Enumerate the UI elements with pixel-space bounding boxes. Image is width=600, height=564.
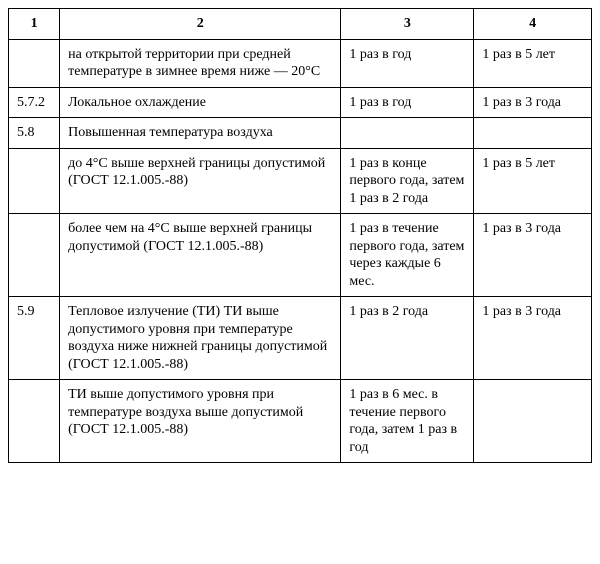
- cell-desc: на открытой территории при средней темпе…: [60, 39, 341, 87]
- cell-desc: Повышенная температура воздуха: [60, 118, 341, 149]
- cell-freq1: 1 раз в течение первого года, затем чере…: [341, 214, 474, 297]
- cell-freq2: 1 раз в 3 года: [474, 87, 592, 118]
- cell-desc: ТИ выше допустимого уровня при температу…: [60, 380, 341, 463]
- cell-freq2: 1 раз в 5 лет: [474, 39, 592, 87]
- cell-freq2: 1 раз в 3 года: [474, 297, 592, 380]
- cell-id: [9, 380, 60, 463]
- table-header-row: 1 2 3 4: [9, 9, 592, 40]
- cell-freq1: [341, 118, 474, 149]
- cell-desc: Локальное охлаждение: [60, 87, 341, 118]
- table-row: 5.7.2 Локальное охлаждение 1 раз в год 1…: [9, 87, 592, 118]
- cell-freq2: 1 раз в 3 года: [474, 214, 592, 297]
- table-row: 5.8 Повышенная температура воздуха: [9, 118, 592, 149]
- cell-freq1: 1 раз в год: [341, 87, 474, 118]
- table-body: на открытой территории при средней темпе…: [9, 39, 592, 463]
- col-header-3: 3: [341, 9, 474, 40]
- table-row: до 4°С выше верхней границы допустимой (…: [9, 148, 592, 214]
- cell-freq2: [474, 118, 592, 149]
- cell-desc: Тепловое излучение (ТИ) ТИ выше допустим…: [60, 297, 341, 380]
- col-header-1: 1: [9, 9, 60, 40]
- cell-freq2: 1 раз в 5 лет: [474, 148, 592, 214]
- table-row: на открытой территории при средней темпе…: [9, 39, 592, 87]
- col-header-4: 4: [474, 9, 592, 40]
- table-row: 5.9 Тепловое излучение (ТИ) ТИ выше допу…: [9, 297, 592, 380]
- cell-desc: более чем на 4°С выше верхней границы до…: [60, 214, 341, 297]
- requirements-table: 1 2 3 4 на открытой территории при средн…: [8, 8, 592, 463]
- col-header-2: 2: [60, 9, 341, 40]
- cell-desc: до 4°С выше верхней границы допустимой (…: [60, 148, 341, 214]
- cell-id: [9, 148, 60, 214]
- cell-id: [9, 214, 60, 297]
- table-row: более чем на 4°С выше верхней границы до…: [9, 214, 592, 297]
- cell-freq1: 1 раз в 6 мес. в течение первого года, з…: [341, 380, 474, 463]
- cell-id: 5.8: [9, 118, 60, 149]
- cell-id: 5.7.2: [9, 87, 60, 118]
- cell-id: 5.9: [9, 297, 60, 380]
- cell-freq2: [474, 380, 592, 463]
- table-row: ТИ выше допустимого уровня при температу…: [9, 380, 592, 463]
- cell-freq1: 1 раз в конце первого года, затем 1 раз …: [341, 148, 474, 214]
- cell-id: [9, 39, 60, 87]
- cell-freq1: 1 раз в год: [341, 39, 474, 87]
- cell-freq1: 1 раз в 2 года: [341, 297, 474, 380]
